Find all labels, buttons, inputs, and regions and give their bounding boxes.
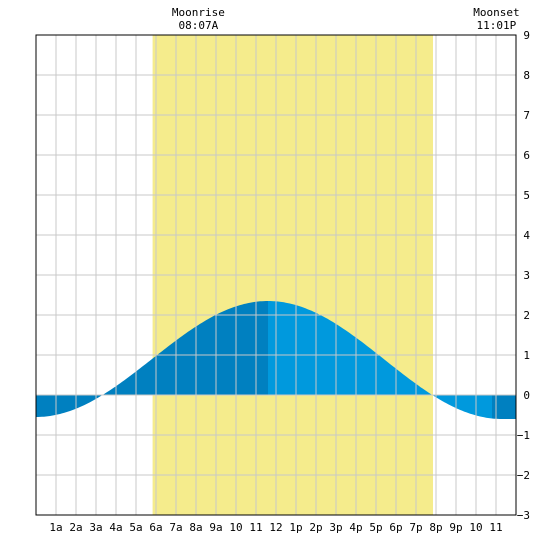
x-tick-label: 5a xyxy=(129,521,142,534)
tide-area-night xyxy=(492,395,516,419)
event-time: 11:01P xyxy=(477,19,517,32)
x-tick-label: 4p xyxy=(349,521,362,534)
x-tick-label: 9p xyxy=(449,521,462,534)
y-tick-label: 0 xyxy=(523,389,530,402)
event-label: Moonrise xyxy=(172,6,225,19)
x-tick-label: 8p xyxy=(429,521,442,534)
axis-layer xyxy=(35,34,517,516)
y-tick-label: 6 xyxy=(523,149,530,162)
y-tick-label: 7 xyxy=(523,109,530,122)
x-tick-label: 5p xyxy=(369,521,382,534)
label-layer: 1a 2a 3a 4a 5a 6a 7a 8a 9a 10 11 12 1p 2p 3p 4p 5p 6p 7p 8p… xyxy=(49,6,530,534)
plot-frame xyxy=(35,34,517,516)
x-tick-label: 6p xyxy=(389,521,402,534)
tide-area-rising xyxy=(36,301,268,417)
x-tick-label: 12 xyxy=(269,521,282,534)
y-tick-label: 5 xyxy=(523,189,530,202)
y-tick-label: −3 xyxy=(517,509,530,522)
x-tick-label: 8a xyxy=(189,521,202,534)
y-tick-label: −1 xyxy=(517,429,530,442)
x-tick-label: 2p xyxy=(309,521,322,534)
x-tick-label: 2a xyxy=(69,521,82,534)
tide-area-falling xyxy=(268,301,492,419)
y-tick-label: 9 xyxy=(523,29,530,42)
y-tick-label: −2 xyxy=(517,469,530,482)
x-tick-label: 4a xyxy=(109,521,122,534)
x-tick-label: 10 xyxy=(229,521,242,534)
x-tick-label: 9a xyxy=(209,521,222,534)
y-tick-label: 4 xyxy=(523,229,530,242)
x-tick-label: 3a xyxy=(89,521,102,534)
y-tick-label: 2 xyxy=(523,309,530,322)
y-tick-label: 3 xyxy=(523,269,530,282)
event-time: 08:07A xyxy=(179,19,219,32)
x-tick-label: 7a xyxy=(169,521,182,534)
y-tick-label: 8 xyxy=(523,69,530,82)
x-tick-label: 1p xyxy=(289,521,302,534)
x-tick-label: 1a xyxy=(49,521,62,534)
tide-area-layer xyxy=(36,301,516,419)
x-tick-label: 11 xyxy=(489,521,502,534)
x-tick-label: 10 xyxy=(469,521,482,534)
x-tick-label: 6a xyxy=(149,521,162,534)
x-tick-label: 11 xyxy=(249,521,262,534)
y-tick-label: 1 xyxy=(523,349,530,362)
event-label: Moonset xyxy=(473,6,519,19)
x-tick-label: 7p xyxy=(409,521,422,534)
x-tick-label: 3p xyxy=(329,521,342,534)
